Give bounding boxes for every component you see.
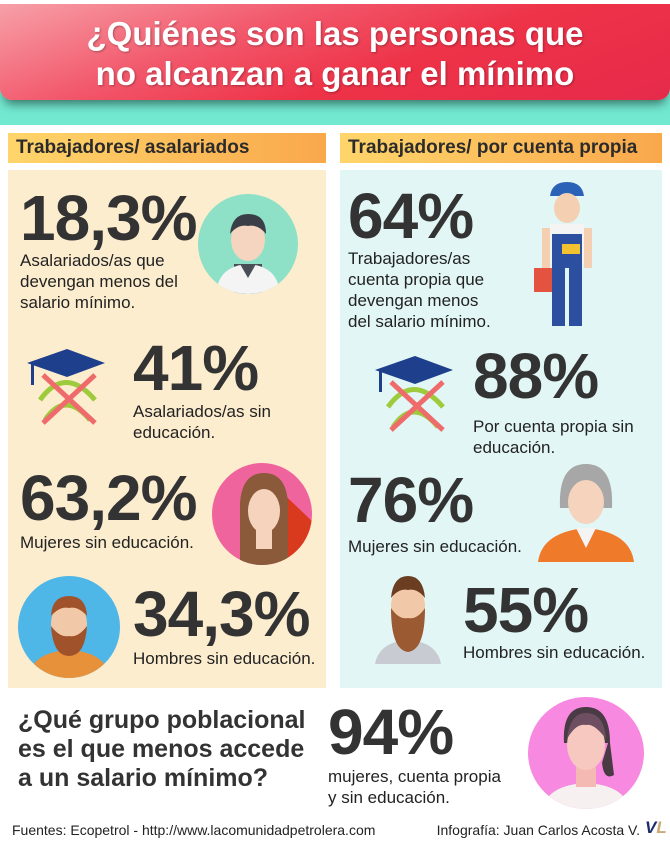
desc-line: devengan menos: [348, 291, 479, 310]
stat-value: 76%: [348, 464, 474, 536]
desc-line: educación.: [133, 423, 216, 442]
stat-value: 63,2%: [20, 462, 197, 534]
left-header: Trabajadores/ asalariados: [8, 133, 326, 163]
stat-desc: Hombres sin educación.: [133, 649, 316, 668]
stat-desc: Trabajadores/as cuenta propia que devengan…: [348, 248, 491, 332]
stat-desc: Mujeres sin educación.: [20, 533, 194, 552]
desc-line: Asalariados/as que: [20, 251, 165, 270]
title-line: no alcanzan a ganar el mínimo: [95, 55, 575, 92]
desc-line: devengan menos del: [20, 272, 178, 291]
desc-line: del salario mínimo.: [348, 312, 491, 331]
woman-avatar-icon: [528, 697, 644, 809]
question-line: ¿Qué grupo poblacional: [18, 706, 306, 734]
page-title: ¿Quiénes son las personas que no alcanzan…: [0, 14, 670, 94]
woman-avatar-icon: [212, 463, 312, 565]
stat-desc: Asalariados/as que devengan menos del sala…: [20, 250, 178, 313]
older-woman-icon: [538, 458, 634, 567]
graduation-cap-crossed-icon: [373, 352, 455, 439]
stat-desc: Asalariados/as sin educación.: [133, 401, 271, 443]
stat-value: 41%: [133, 332, 259, 404]
title-banner: [0, 4, 670, 100]
sources: Fuentes: Ecopetrol - http://www.lacomuni…: [12, 822, 376, 838]
stat-desc: Mujeres sin educación.: [348, 537, 522, 556]
right-header: Trabajadores/ por cuenta propia: [340, 133, 662, 163]
stat-desc: mujeres, cuenta propia y sin educación.: [328, 766, 501, 808]
bottom-question: ¿Qué grupo poblacional es el que menos ac…: [18, 706, 306, 793]
question-line: a un salario mínimo?: [18, 764, 269, 792]
stat-value: 55%: [463, 574, 589, 646]
stat-value: 94%: [328, 696, 454, 768]
credit: Infografía: Juan Carlos Acosta V.: [436, 822, 640, 838]
stat-value: 18,3%: [20, 182, 197, 254]
stat-value: 64%: [348, 180, 474, 252]
desc-line: Trabajadores/as: [348, 249, 471, 268]
stat-desc: Hombres sin educación.: [463, 643, 646, 662]
stat-value: 34,3%: [133, 578, 310, 650]
bearded-man-avatar-icon: [18, 576, 120, 678]
desc-line: salario mínimo.: [20, 293, 136, 312]
desc-line: y sin educación.: [328, 788, 450, 807]
question-line: es el que menos accede: [18, 735, 305, 763]
construction-worker-icon: [532, 178, 602, 335]
desc-line: educación.: [473, 438, 556, 457]
stat-desc: Por cuenta propia sin educación.: [473, 416, 634, 458]
male-worker-avatar-icon: [198, 194, 298, 294]
bearded-man-icon: [375, 572, 441, 669]
desc-line: mujeres, cuenta propia: [328, 767, 501, 786]
graduation-cap-crossed-icon: [25, 345, 107, 432]
title-line: ¿Quiénes son las personas que: [86, 15, 584, 52]
desc-line: Por cuenta propia sin: [473, 417, 634, 436]
stat-value: 88%: [473, 340, 599, 412]
desc-line: Asalariados/as sin: [133, 402, 271, 421]
vl-logo: VL: [645, 818, 667, 837]
desc-line: cuenta propia que: [348, 270, 485, 289]
